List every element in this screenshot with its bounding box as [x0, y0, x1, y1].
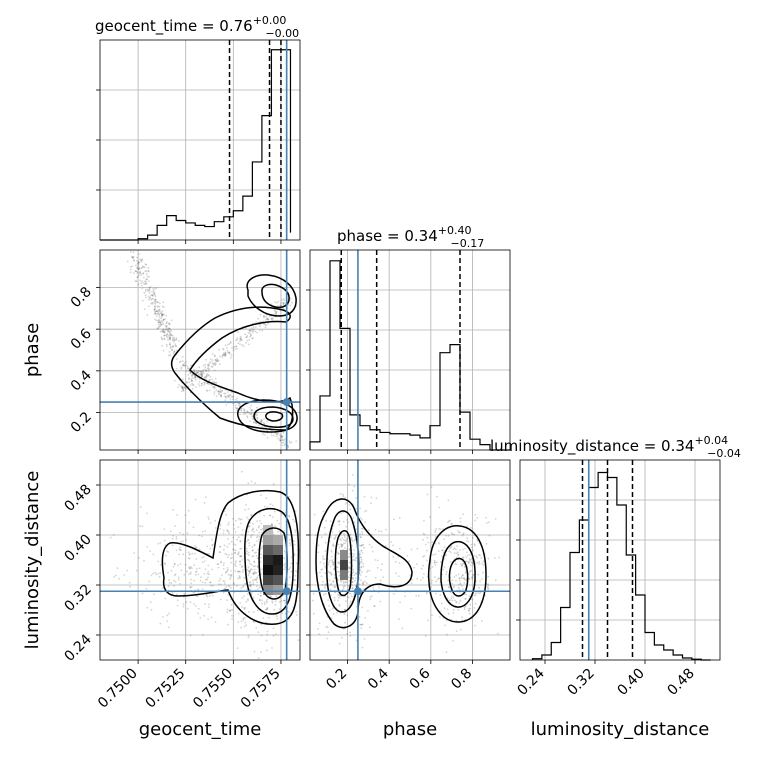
- ytick-phase-0: 0.2: [68, 409, 95, 436]
- truth-point-lumdist-phase: [353, 587, 362, 596]
- xtick-luminosity-distance-0: 0.24: [514, 665, 547, 698]
- panel-phase-vs-geocent-time: [99, 249, 301, 451]
- panel-luminosity-distance-vs-phase: [309, 459, 511, 661]
- title-luminosity-distance: luminosity_distance = 0.34+0.04 −0.04: [490, 434, 741, 460]
- contour-bottom-core: [265, 411, 284, 422]
- ytick-phase-1: 0.4: [68, 367, 95, 394]
- xlabel-geocent-time: geocent_time: [139, 719, 262, 740]
- contour-right-outer: [427, 525, 487, 623]
- xtick-luminosity-distance-3: 0.48: [664, 666, 697, 699]
- panel-luminosity-distance-vs-geocent-time: [99, 459, 301, 661]
- xlabel-luminosity-distance: luminosity_distance: [531, 719, 710, 740]
- ytick-luminosity-distance-2: 0.40: [61, 532, 94, 565]
- xtick-phase-2: 0.6: [407, 665, 434, 692]
- contour-right-mid: [440, 540, 476, 608]
- luminosity-distance-histogram: [531, 471, 711, 661]
- ytick-luminosity-distance-3: 0.48: [61, 482, 94, 515]
- contour-left-outer: [315, 498, 413, 629]
- ytick-luminosity-distance-0: 0.24: [61, 631, 94, 664]
- contour-mid: [244, 507, 294, 615]
- truth-point-phase-geocent: [282, 398, 291, 407]
- contour-top-outer: [246, 274, 297, 317]
- ylabel-luminosity-distance: luminosity_distance: [22, 471, 43, 650]
- xtick-geocent-time-3: 0.7575: [238, 666, 284, 712]
- title-phase: phase = 0.34+0.40 −0.17: [337, 224, 484, 250]
- ytick-phase-2: 0.6: [68, 326, 95, 353]
- contour-bottom-inner: [253, 406, 294, 428]
- xtick-phase-0: 0.2: [323, 666, 350, 693]
- ytick-phase-3: 0.8: [68, 284, 95, 311]
- panel-phase-hist: [306, 249, 511, 451]
- xtick-geocent-time-0: 0.7500: [95, 666, 141, 712]
- truth-point-lumdist-geocent: [282, 587, 291, 596]
- ytick-luminosity-distance-1: 0.32: [61, 582, 94, 615]
- contour-outer-band: [170, 306, 294, 431]
- density-contours-lumdist-phase: [315, 498, 487, 629]
- contour-left-inner: [334, 530, 353, 597]
- xtick-luminosity-distance-2: 0.40: [614, 666, 647, 699]
- panel-luminosity-distance-hist: [516, 459, 721, 661]
- title-geocent-time: geocent_time = 0.76+0.00 −0.00: [95, 14, 299, 40]
- xtick-phase-1: 0.4: [365, 665, 392, 692]
- contour-left-mid: [326, 510, 360, 613]
- xtick-geocent-time-1: 0.7525: [143, 666, 189, 712]
- contour-top-inner: [261, 283, 290, 309]
- contour-right-inner: [448, 557, 469, 597]
- panel-geocent-time-hist: [96, 39, 301, 241]
- xtick-phase-3: 0.8: [448, 666, 475, 693]
- geocent-time-histogram: [100, 49, 292, 241]
- ylabel-phase: phase: [22, 323, 43, 377]
- phase-histogram: [309, 260, 510, 451]
- xlabel-phase: phase: [383, 719, 437, 740]
- xtick-luminosity-distance-1: 0.32: [564, 666, 597, 699]
- xtick-geocent-time-2: 0.7550: [190, 666, 236, 712]
- density-contours-phase-geocent: [170, 274, 298, 433]
